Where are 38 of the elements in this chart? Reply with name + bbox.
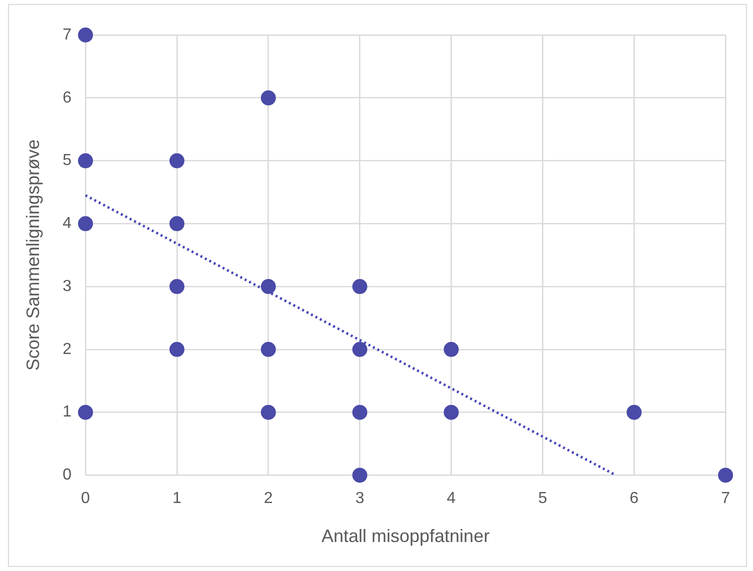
point [78, 404, 93, 420]
point [169, 342, 184, 357]
x-tick-label: 1 [172, 490, 182, 508]
y-tick-label: 4 [62, 215, 72, 232]
point [718, 468, 734, 483]
y-axis-title: Score Sammenligningsprøve [22, 140, 43, 371]
point [444, 404, 459, 420]
y-tick-label: 2 [62, 340, 72, 358]
point [78, 216, 93, 232]
y-tick-label: 0 [62, 466, 72, 484]
point [352, 279, 368, 294]
point [260, 90, 276, 106]
y-tick-label: 7 [62, 26, 72, 44]
point [260, 279, 276, 294]
y-tick-label: 3 [62, 278, 72, 295]
point [352, 404, 368, 420]
x-tick-label: 7 [721, 490, 730, 508]
y-tick-label: 1 [62, 404, 72, 421]
x-tick-label: 0 [81, 490, 90, 508]
x-axis-title: Antall misoppfatniner [321, 526, 490, 546]
x-tick-label: 4 [446, 490, 456, 508]
point [352, 342, 368, 357]
point [78, 28, 93, 42]
y-tick-label: 6 [62, 89, 72, 106]
point [169, 153, 184, 168]
point [352, 468, 368, 483]
point [169, 279, 184, 294]
point [78, 153, 93, 168]
x-tick-label: 3 [355, 490, 364, 508]
point [444, 342, 459, 357]
point [260, 404, 276, 420]
x-tick-label: 5 [538, 490, 548, 508]
point [260, 342, 276, 357]
x-tick-label: 6 [630, 490, 639, 508]
point [169, 216, 184, 232]
x-tick-label: 2 [264, 490, 273, 508]
point [626, 404, 642, 420]
y-tick-label: 5 [62, 152, 72, 170]
